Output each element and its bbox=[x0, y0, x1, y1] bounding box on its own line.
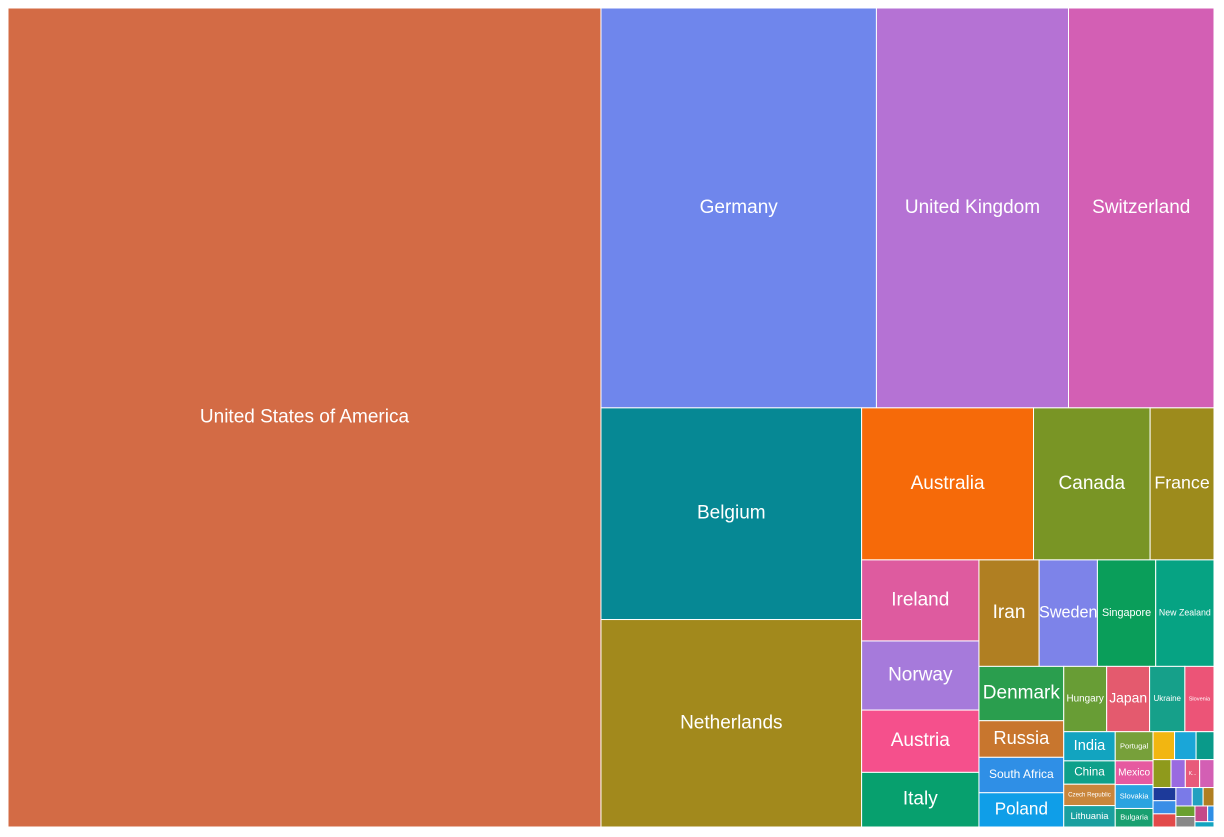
cell-label: Czech Republic bbox=[1068, 792, 1111, 799]
cell-label: Australia bbox=[911, 473, 985, 494]
cell-label: Slovakia bbox=[1120, 792, 1149, 801]
treemap-cell bbox=[1199, 759, 1215, 789]
treemap-cell bbox=[875, 7, 1070, 409]
cell-label: Netherlands bbox=[680, 712, 782, 733]
treemap-cell bbox=[1207, 805, 1215, 823]
cell-label: New Zealand bbox=[1159, 607, 1211, 617]
cell-label: India bbox=[1074, 738, 1107, 754]
treemap-cell bbox=[1152, 731, 1176, 761]
treemap-cell bbox=[1068, 7, 1215, 409]
cell-label: South Africa bbox=[989, 767, 1054, 781]
cell-label: Canada bbox=[1059, 473, 1126, 494]
treemap-cell bbox=[861, 771, 980, 828]
treemap-cell bbox=[7, 7, 602, 828]
cell-label: Singapore bbox=[1102, 607, 1151, 619]
treemap-cell bbox=[1033, 407, 1151, 561]
cell-label: Switzerland bbox=[1092, 197, 1190, 218]
treemap-cell bbox=[1152, 800, 1177, 815]
treemap-cell bbox=[1191, 787, 1204, 807]
cell-label: France bbox=[1154, 473, 1209, 493]
treemap-cell bbox=[1195, 731, 1215, 761]
cell-label: Belgium bbox=[697, 503, 766, 524]
cell-label: Norway bbox=[888, 665, 953, 686]
cell-label: Germany bbox=[700, 197, 779, 218]
treemap-cell bbox=[861, 407, 1035, 561]
cell-label: Hungary bbox=[1067, 694, 1104, 705]
treemap-cell bbox=[861, 559, 980, 642]
treemap-cell bbox=[1194, 821, 1215, 828]
cell-label: United States of America bbox=[200, 407, 410, 428]
cell-label: China bbox=[1074, 766, 1105, 779]
treemap-cell bbox=[1152, 813, 1177, 828]
treemap-cell bbox=[1175, 815, 1196, 828]
treemap-cell bbox=[978, 756, 1065, 794]
treemap-cell bbox=[1202, 787, 1215, 807]
cell-label: Poland bbox=[995, 799, 1048, 818]
treemap-cell bbox=[600, 7, 877, 409]
cell-label: Russia bbox=[993, 727, 1050, 748]
cell-label: Lithuania bbox=[1070, 810, 1109, 821]
treemap-cell bbox=[1155, 559, 1215, 667]
treemap-cell bbox=[1194, 805, 1209, 823]
treemap-cell bbox=[600, 407, 863, 621]
treemap-cell bbox=[1175, 805, 1196, 817]
treemap-cell bbox=[978, 665, 1065, 722]
cell-label: K... bbox=[1189, 771, 1197, 777]
cell-label: Austria bbox=[891, 730, 951, 751]
treemap-cell bbox=[600, 619, 863, 828]
cell-label: Mexico bbox=[1118, 767, 1150, 778]
cell-label: Ukraine bbox=[1153, 694, 1181, 703]
treemap-cell bbox=[1106, 665, 1151, 733]
treemap-cell bbox=[978, 792, 1065, 828]
cell-label: Sweden bbox=[1039, 603, 1098, 621]
treemap-cell bbox=[1175, 787, 1193, 807]
cell-label: Italy bbox=[903, 789, 938, 810]
treemap-cell bbox=[1170, 759, 1186, 789]
cell-label: Japan bbox=[1109, 690, 1147, 706]
cell-label: Slovenia bbox=[1189, 697, 1211, 703]
treemap-cell bbox=[1152, 787, 1177, 802]
treemap-cell bbox=[1152, 759, 1172, 789]
treemap-cell bbox=[1114, 731, 1154, 762]
treemap-cell bbox=[978, 559, 1040, 667]
cell-label: Iran bbox=[993, 602, 1026, 623]
cell-label: United Kingdom bbox=[905, 197, 1040, 218]
cell-label: Denmark bbox=[983, 683, 1061, 704]
treemap-cell bbox=[1174, 731, 1197, 761]
cell-label: Bulgaria bbox=[1120, 813, 1149, 822]
treemap-cell bbox=[978, 720, 1065, 758]
treemap-cell bbox=[1096, 559, 1157, 667]
cell-label: Ireland bbox=[891, 589, 949, 610]
cell-label: Portugal bbox=[1120, 741, 1149, 750]
treemap-cell bbox=[861, 709, 980, 773]
treemap-cell bbox=[1063, 665, 1108, 733]
